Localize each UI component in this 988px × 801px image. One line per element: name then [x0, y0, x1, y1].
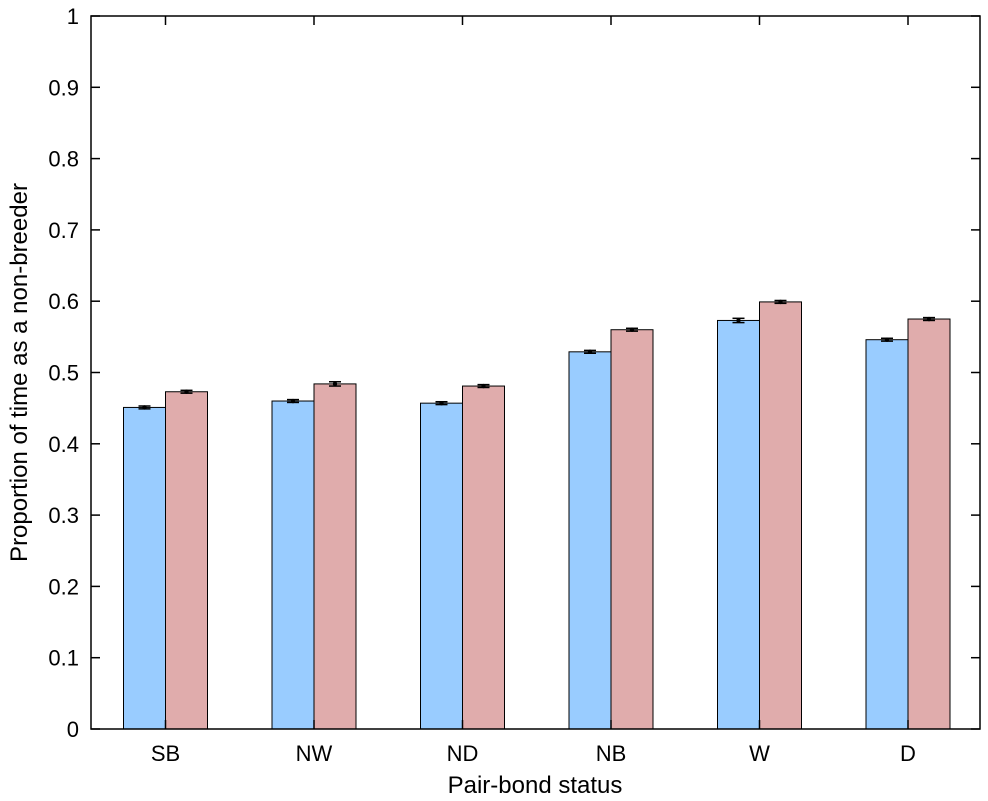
error-bar [138, 405, 151, 410]
bar-series-2-NB [610, 329, 654, 730]
bar-series-2-ND [462, 385, 505, 730]
error-bar [774, 299, 787, 305]
x-tick-label-SB: SB [151, 741, 180, 766]
bar-series-2-W [759, 301, 802, 730]
y-tick-label: 0.1 [48, 646, 79, 671]
bar-series-1-ND [420, 402, 463, 730]
x-tick-label-W: W [749, 741, 770, 766]
y-tick-label: 0.4 [48, 432, 79, 457]
y-tick-label: 1 [67, 4, 79, 29]
error-bar [477, 383, 490, 389]
bar-series-1-SB [123, 406, 166, 730]
error-bar [329, 381, 341, 387]
error-bar [626, 327, 638, 332]
error-bar [732, 317, 745, 324]
bars-layer [123, 301, 951, 730]
y-tick-label: 0.7 [48, 218, 79, 243]
x-axis-label: Pair-bond status [448, 772, 623, 799]
error-bar [584, 349, 596, 355]
y-tick-label: 0.2 [48, 574, 79, 599]
bar-series-2-NW [313, 383, 357, 730]
x-tick-label-D: D [900, 741, 916, 766]
x-axis-ticks: SB NW ND NB W D [151, 16, 916, 766]
x-tick-label-NW: NW [296, 741, 333, 766]
y-axis-label: Proportion of time as a non-breeder [6, 183, 33, 562]
x-tick-label-NB: NB [596, 741, 627, 766]
bar-series-1-W [717, 319, 760, 730]
bar-series-1-NB [568, 351, 612, 730]
x-tick-label-ND: ND [447, 741, 479, 766]
error-bar [180, 389, 193, 394]
error-bars-layer [138, 299, 935, 410]
bar-series-1-D [865, 339, 909, 730]
y-tick-label: 0.8 [48, 147, 79, 172]
error-bar [881, 337, 893, 342]
y-tick-label: 0.9 [48, 75, 79, 100]
bar-series-2-D [907, 318, 951, 730]
y-tick-label: 0.6 [48, 289, 79, 314]
y-tick-label: 0 [67, 717, 79, 742]
error-bar [435, 400, 448, 406]
y-axis-ticks: 0 0.1 0.2 0.3 0.4 0.5 0.6 0.7 0.8 0.9 1 [48, 4, 980, 742]
error-bar [923, 316, 935, 322]
error-bar [287, 398, 299, 404]
y-tick-label: 0.3 [48, 503, 79, 528]
plot-frame [90, 15, 981, 730]
bar-series-1-NW [271, 400, 315, 730]
bar-series-2-SB [165, 391, 208, 730]
y-tick-label: 0.5 [48, 361, 79, 386]
